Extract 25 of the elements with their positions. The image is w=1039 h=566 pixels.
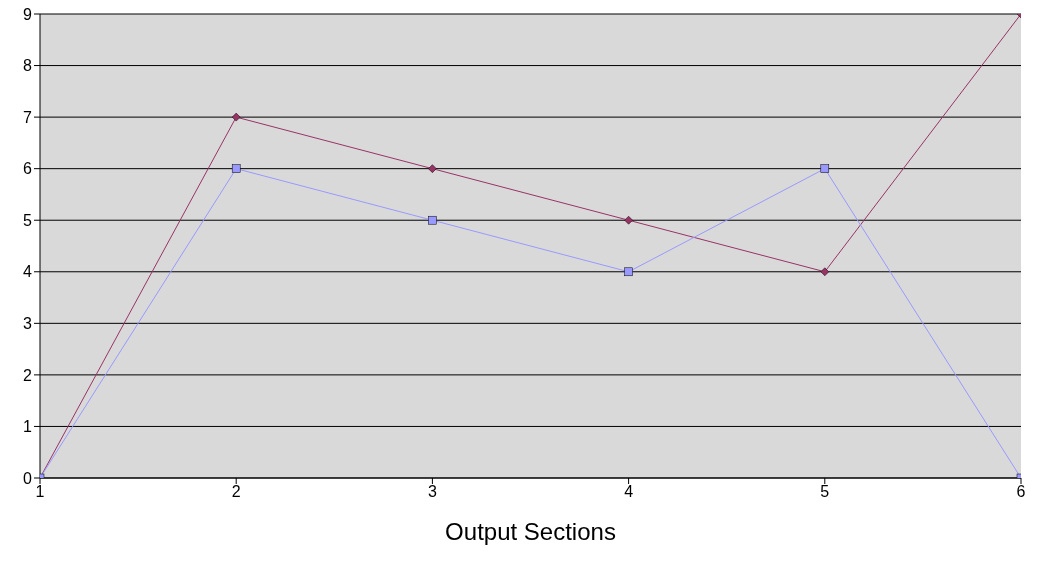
x-tick-label: 4 [624,483,634,501]
point [624,215,633,225]
y-tick-label: 2 [23,366,33,384]
y-tick-label: 0 [23,469,33,487]
x-tick-label: 5 [820,483,830,501]
y-tick-label: 6 [23,160,33,178]
x-axis-title: Output Sections [445,518,616,545]
x-tick-label: 3 [427,483,437,501]
point [624,267,633,277]
x-tick-label: 2 [231,483,241,501]
y-tick-label: 7 [23,108,33,126]
y-tick-label: 9 [23,5,33,23]
point [820,164,830,173]
x-tick-label: 6 [1016,483,1026,501]
y-tick-label: 1 [23,418,33,436]
y-tick-label: 8 [23,57,33,75]
y-tick-label: 3 [23,315,33,333]
point [428,215,437,225]
point [231,164,241,173]
point [428,164,437,173]
y-tick-label: 5 [23,211,33,229]
y-tick-label: 4 [23,263,33,281]
point [820,267,830,277]
point [231,112,241,122]
x-tick-label: 1 [35,483,45,501]
